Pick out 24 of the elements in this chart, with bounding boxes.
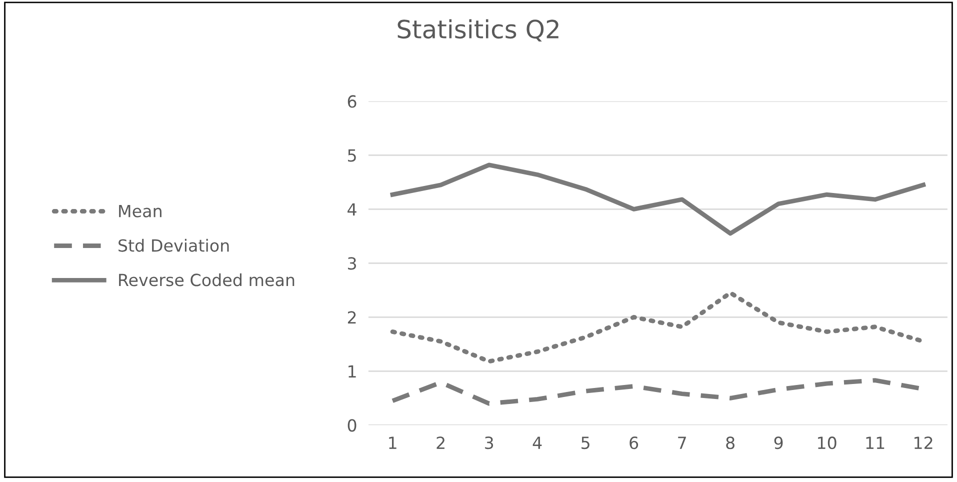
- y-tick-label: 4: [348, 203, 356, 216]
- x-tick-label: 11: [866, 436, 884, 449]
- chart-title: Statisitics Q2: [398, 19, 558, 42]
- y-tick-label: 1: [348, 365, 356, 378]
- x-tick-label: 10: [818, 436, 836, 450]
- x-tick-label: 8: [726, 436, 734, 450]
- x-tick-label: 2: [436, 436, 444, 449]
- x-tick-label: 4: [532, 436, 542, 449]
- line-series: [390, 162, 926, 236]
- x-tick-label: 3: [485, 436, 494, 450]
- x-tick-label: 6: [630, 436, 638, 450]
- y-tick-label: 5: [348, 149, 356, 162]
- x-tick-label: 9: [774, 436, 783, 450]
- legend-label: Std Deviation: [118, 238, 229, 252]
- y-tick-label: 2: [348, 311, 356, 324]
- y-tick-label: 6: [348, 95, 356, 108]
- x-tick-label: 5: [582, 436, 590, 450]
- x-tick-label: 1: [389, 436, 396, 449]
- x-tick-label: 7: [678, 436, 686, 449]
- legend-label: Reverse Coded mean: [119, 273, 294, 286]
- x-tick-label: 12: [914, 436, 932, 449]
- y-tick-label: 0: [348, 419, 356, 432]
- y-tick-label: 3: [348, 257, 356, 270]
- legend-label: Mean: [119, 204, 162, 218]
